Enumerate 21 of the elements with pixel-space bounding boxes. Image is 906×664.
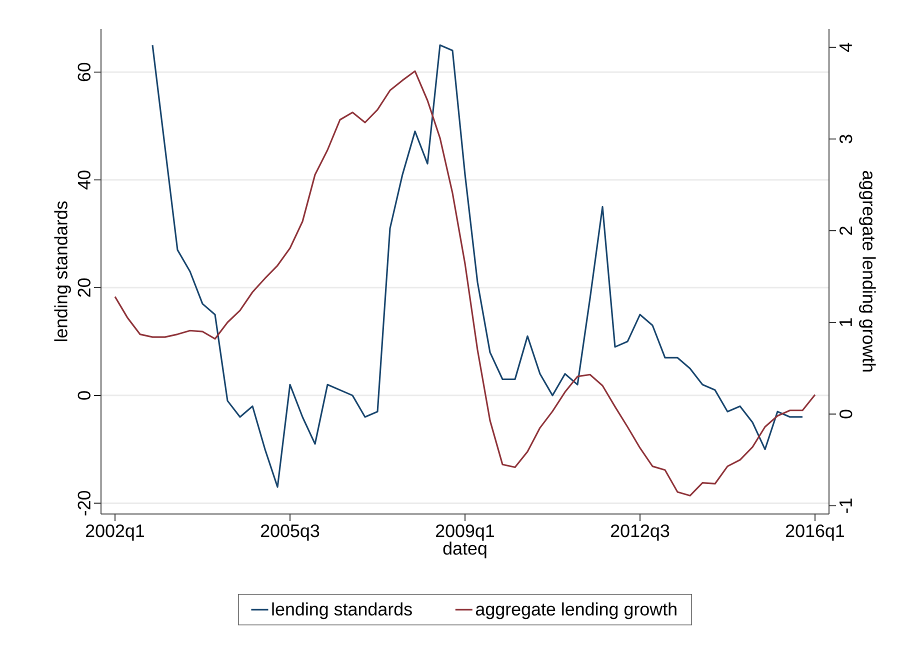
y-tick-label: 60 [78,62,90,82]
y2-tick-label: 3 [840,134,852,144]
y2-tick-label: 2 [840,226,852,235]
y-tick-label: 40 [78,170,90,190]
y-tick-label: -20 [78,490,90,516]
x-tick-label: 2016q1 [786,524,844,541]
x-tick-label: 2005q3 [260,524,320,541]
y-axis-title: lending standards [54,201,71,342]
x-tick-label: 2002q1 [86,524,144,541]
y2-tick-label: 0 [840,410,852,418]
y2-tick-label: 1 [840,318,852,326]
y-tick-label: 0 [78,391,90,400]
x-axis-title: dateq [443,542,486,558]
legend-label: aggregate lending growth [476,602,676,620]
x-tick-label: 2012q3 [610,524,670,541]
y2-axis-title: aggregate lending growth [859,171,876,372]
legend-label: lending standards [272,602,412,620]
y2-tick-label: 4 [840,42,852,52]
x-tick-label: 2009q1 [436,524,494,541]
y-tick-label: 20 [78,278,90,297]
y2-tick-label: -1 [840,498,852,513]
